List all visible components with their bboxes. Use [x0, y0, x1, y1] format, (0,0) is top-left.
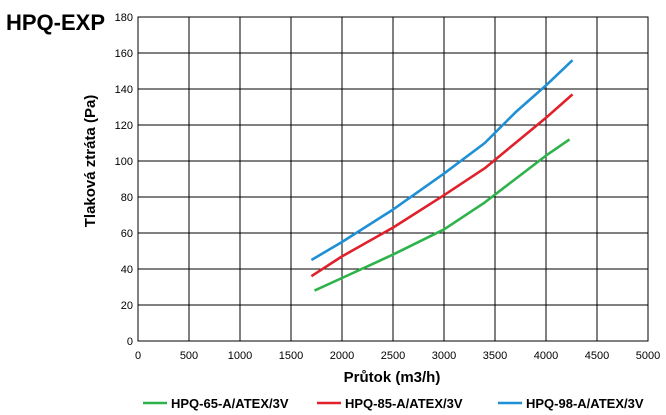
y-tick-label: 180	[115, 12, 133, 24]
series-line-3	[310, 59, 574, 262]
legend-label: HPQ-98-A/ATEX/3V	[526, 396, 644, 411]
y-tick-label: 120	[115, 120, 133, 132]
y-tick-label: 80	[121, 192, 133, 204]
x-tick-label: 2500	[381, 350, 405, 362]
y-tick-label: 160	[115, 48, 133, 60]
chart-title: HPQ-EXP	[6, 10, 105, 35]
x-tick-label: 4000	[534, 350, 558, 362]
grid	[137, 16, 649, 342]
y-tick-label: 60	[121, 228, 133, 240]
x-tick-label: 4500	[585, 350, 609, 362]
series-lines	[310, 59, 574, 292]
y-tick-label: 100	[115, 156, 133, 168]
legend: HPQ-65-A/ATEX/3V HPQ-85-A/ATEX/3V HPQ-98-A…	[143, 396, 644, 411]
y-tick-labels: 0 20 40 60 80 100 120 140 160 180	[115, 12, 133, 348]
x-tick-label: 1500	[279, 350, 303, 362]
x-tick-label: 500	[180, 350, 198, 362]
y-tick-label: 20	[121, 300, 133, 312]
y-tick-label: 0	[127, 336, 133, 348]
legend-label: HPQ-65-A/ATEX/3V	[171, 396, 289, 411]
x-tick-label: 3500	[483, 350, 507, 362]
y-tick-label: 140	[115, 84, 133, 96]
y-tick-label: 40	[121, 264, 133, 276]
y-axis-label: Tlaková ztráta (Pa)	[82, 95, 99, 228]
x-tick-label: 5000	[636, 350, 660, 362]
series-line-1	[313, 138, 571, 292]
x-tick-labels: 0 500 1000 1500 2000 2500 3000 3500 4000 4500 5000	[135, 350, 660, 362]
x-tick-label: 0	[135, 350, 141, 362]
series-line-2	[310, 93, 574, 278]
legend-label: HPQ-85-A/ATEX/3V	[345, 396, 463, 411]
x-tick-label: 2000	[330, 350, 354, 362]
x-tick-label: 3000	[432, 350, 456, 362]
x-axis-label: Průtok (m3/h)	[344, 369, 441, 386]
x-tick-label: 1000	[228, 350, 252, 362]
plot-frame	[137, 16, 649, 342]
